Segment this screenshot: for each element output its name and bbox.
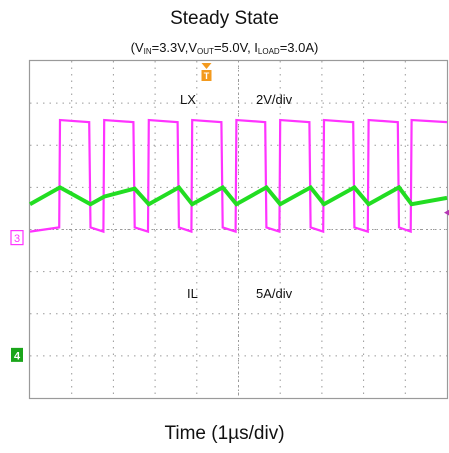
channel-marker-box [11, 347, 23, 362]
trigger-arrow [201, 63, 212, 69]
channel-marker-text: 4 [14, 350, 21, 362]
trigger-marker: T [201, 63, 212, 81]
traces [29, 118, 448, 234]
channel-3-marker: 3 [10, 230, 24, 246]
markers: 3 4 T [10, 63, 449, 362]
chart-subtitle: (VIN=3.3V,VOUT=5.0V, ILOAD=3.0A) [130, 40, 319, 56]
trigger-box [201, 70, 212, 81]
series-lx-trace [29, 118, 448, 234]
il-scale-label: 5A/div [256, 286, 293, 301]
il-series-label: IL [187, 286, 198, 301]
series-il-trace [29, 184, 448, 207]
grid [30, 61, 447, 398]
channel-marker-text: 3 [14, 233, 20, 245]
lx-scale-label: 2V/div [256, 92, 293, 107]
trigger-text: T [204, 71, 210, 81]
channel-marker-box [10, 230, 24, 246]
channel-4-marker: 4 [11, 347, 23, 362]
x-axis-label: Time (1µs/div) [164, 423, 285, 444]
chart-title: Steady State [170, 8, 279, 29]
trigger-level-marker [444, 209, 449, 216]
lx-series-label: LX [180, 92, 196, 107]
